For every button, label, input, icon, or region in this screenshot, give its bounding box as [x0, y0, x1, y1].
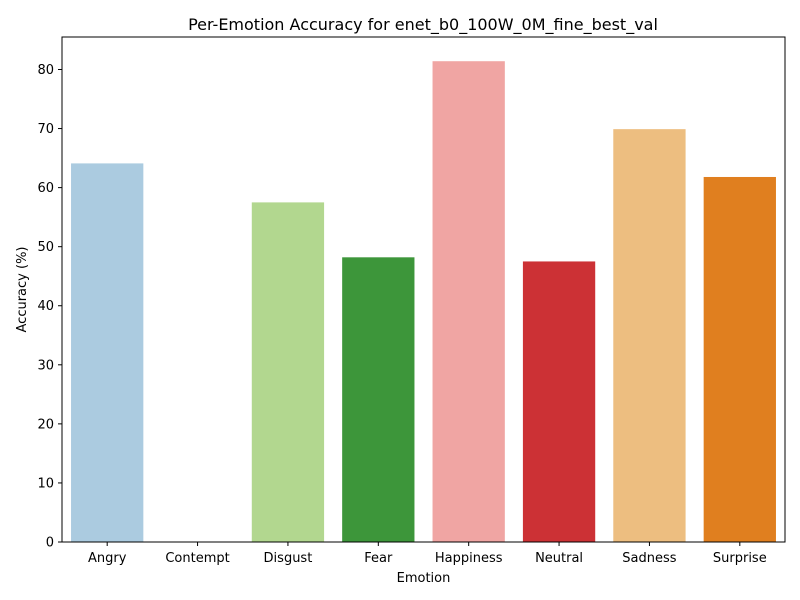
- x-tick-label: Angry: [88, 551, 127, 566]
- plot-frame: [61, 36, 786, 543]
- bar-surprise: [703, 176, 776, 542]
- x-tick-label: Fear: [364, 551, 393, 566]
- y-tick-label: 10: [37, 476, 54, 491]
- x-tick-label: Surprise: [713, 551, 767, 566]
- y-tick-label: 80: [37, 63, 54, 78]
- x-tick-label: Happiness: [435, 551, 503, 566]
- bar-neutral: [522, 261, 596, 542]
- bars-group: [71, 61, 776, 543]
- x-axis-label: Emotion: [397, 571, 451, 586]
- x-tick-label: Contempt: [165, 551, 229, 566]
- y-tick-label: 0: [46, 536, 54, 551]
- x-tick-label: Disgust: [264, 551, 313, 566]
- y-tick-label: 20: [37, 417, 54, 432]
- bar-angry: [71, 163, 144, 543]
- bar-sadness: [613, 129, 686, 542]
- y-tick-label: 40: [37, 299, 54, 314]
- x-axis: Angry Contempt Disgust Fear Happiness Neutral…: [88, 542, 767, 566]
- bar-disgust: [251, 202, 325, 542]
- y-axis-label: Accuracy (%): [15, 247, 30, 333]
- y-tick-label: 70: [37, 122, 54, 137]
- chart-title: Per-Emotion Accuracy for enet_b0_100W_0M…: [188, 15, 658, 35]
- y-axis: 0 10 20 30 40 50 60 70 80: [37, 63, 62, 551]
- bar-fear: [342, 257, 415, 542]
- y-tick-label: 50: [37, 240, 54, 255]
- bar-happiness: [432, 61, 505, 543]
- y-tick-label: 60: [37, 181, 54, 196]
- x-tick-label: Neutral: [535, 551, 583, 566]
- y-tick-label: 30: [37, 358, 54, 373]
- x-tick-label: Sadness: [622, 551, 676, 566]
